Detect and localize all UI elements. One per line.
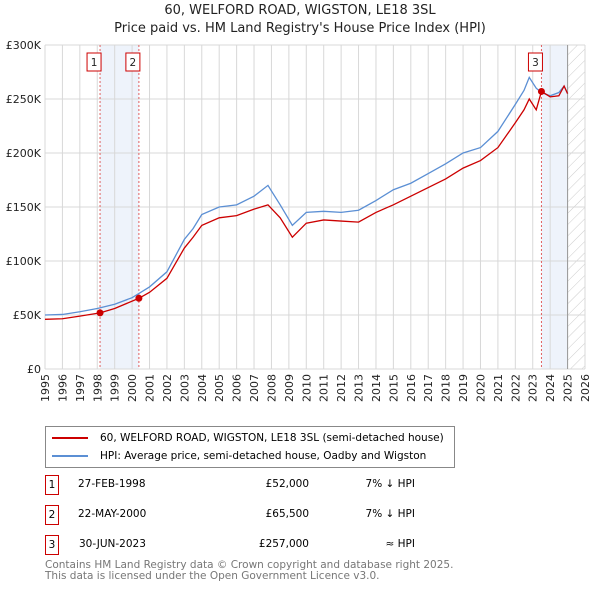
sale-label: 3 — [532, 57, 539, 69]
y-tick-label: £200K — [6, 147, 42, 160]
x-tick-label: 2015 — [387, 374, 400, 402]
x-tick-label: 2010 — [300, 374, 313, 402]
sale-label-box — [86, 52, 102, 72]
x-tick-label: 2017 — [422, 374, 435, 402]
x-tick-label: 2013 — [353, 374, 366, 402]
x-tick-label: 2012 — [335, 374, 348, 402]
sale-date: 22-MAY-2000 — [78, 508, 147, 520]
y-tick-label: £100K — [6, 255, 42, 268]
y-tick-label: £300K — [6, 39, 42, 52]
sale-date: 27-FEB-1998 — [78, 478, 146, 490]
x-tick-label: 2004 — [196, 374, 209, 402]
x-tick-label: 1996 — [56, 374, 69, 402]
series-line — [44, 75, 569, 316]
sale-row: 2 22-MAY-2000 £65,500 7% ↓ HPI — [45, 505, 445, 525]
x-tick-label: 2024 — [544, 374, 557, 402]
legend-item-hpi: HPI: Average price, semi-detached house,… — [52, 450, 426, 462]
x-tick-label: 2023 — [527, 374, 540, 402]
x-tick-label: 2005 — [213, 374, 226, 402]
x-tick-label: 2021 — [492, 374, 505, 402]
sale-hpi: 7% ↓ HPI — [365, 508, 415, 520]
sale-date: 30-JUN-2023 — [79, 538, 146, 550]
footer: Contains HM Land Registry data © Crown c… — [45, 560, 453, 582]
x-tick-label: 2008 — [265, 374, 278, 402]
legend: 60, WELFORD ROAD, WIGSTON, LE18 3SL (sem… — [45, 426, 455, 468]
x-tick-label: 2002 — [161, 374, 174, 402]
x-tick-label: 2006 — [231, 374, 244, 402]
x-tick-label: 2009 — [283, 374, 296, 402]
x-tick-label: 2025 — [562, 374, 575, 402]
footer-line: Contains HM Land Registry data © Crown c… — [45, 559, 454, 571]
x-tick-label: 2000 — [126, 374, 139, 402]
sale-hpi: 7% ↓ HPI — [365, 478, 415, 490]
legend-item-property: 60, WELFORD ROAD, WIGSTON, LE18 3SL (sem… — [52, 432, 444, 444]
sale-point — [537, 87, 545, 95]
sale-price: £65,500 — [265, 508, 309, 520]
x-tick-label: 2001 — [144, 374, 157, 402]
x-tick-label: 2026 — [579, 374, 592, 402]
x-tick-label: 2019 — [457, 374, 470, 402]
x-tick-label: 2007 — [248, 374, 261, 402]
sale-row: 3 30-JUN-2023 £257,000 ≈ HPI — [45, 535, 445, 555]
x-tick-label: 2020 — [474, 374, 487, 402]
x-tick-label: 2022 — [509, 374, 522, 402]
sale-marker: 1 — [45, 475, 59, 495]
y-tick-label: £0 — [27, 363, 41, 376]
y-tick-label: £150K — [6, 201, 42, 214]
sale-label-box — [125, 52, 141, 72]
sale-label-box — [527, 52, 543, 72]
y-tick-label: £250K — [6, 93, 42, 106]
chart-title: 60, WELFORD ROAD, WIGSTON, LE18 3SL — [164, 3, 436, 18]
x-tick-label: 2016 — [405, 374, 418, 402]
sale-price: £52,000 — [265, 478, 309, 490]
sale-hpi: ≈ HPI — [385, 538, 415, 550]
x-tick-label: 1998 — [91, 374, 104, 402]
price-chart: 1995 1996 1997 1998 1999 2000 2001 2002 2003 2004… — [6, 39, 592, 402]
x-tick-label: 2014 — [370, 374, 383, 402]
legend-label: HPI: Average price, semi-detached house,… — [100, 450, 427, 462]
sale-label: 2 — [130, 57, 137, 69]
y-tick-label: £50K — [13, 309, 42, 322]
footer-line: This data is licensed under the Open Gov… — [45, 570, 380, 582]
chart-subtitle: Price paid vs. HM Land Registry's House … — [114, 21, 486, 36]
legend-label: 60, WELFORD ROAD, WIGSTON, LE18 3SL (sem… — [100, 432, 444, 444]
x-tick-label: 2011 — [318, 374, 331, 402]
x-tick-label: 1999 — [109, 374, 122, 402]
sale-label: 1 — [91, 57, 98, 69]
x-tick-label: 2018 — [440, 374, 453, 402]
sale-point — [135, 294, 143, 302]
x-tick-label: 2003 — [178, 374, 191, 402]
x-tick-label: 1997 — [74, 374, 87, 402]
sale-marker: 2 — [45, 505, 59, 525]
x-tick-label: 1995 — [39, 374, 52, 402]
series-line — [44, 84, 569, 320]
sale-point — [96, 309, 104, 317]
sale-price: £257,000 — [258, 538, 309, 550]
sale-marker: 3 — [45, 535, 59, 555]
sale-row: 1 27-FEB-1998 £52,000 7% ↓ HPI — [45, 475, 445, 495]
